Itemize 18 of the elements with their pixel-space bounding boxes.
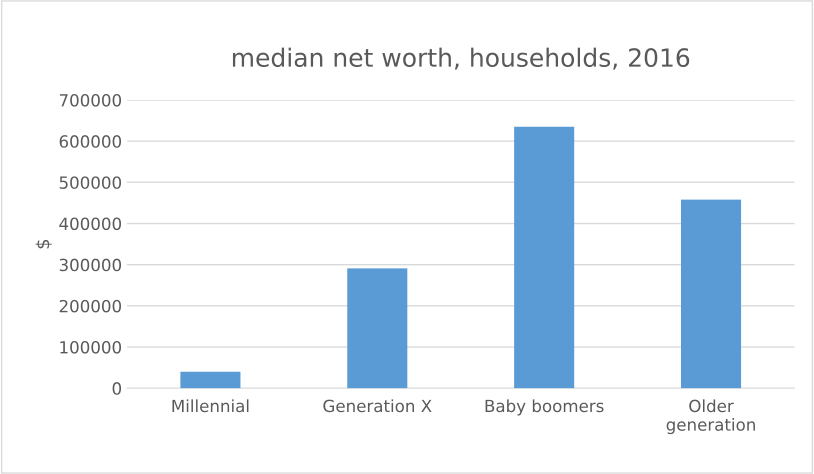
y-tick-label: 500000 [60,176,122,189]
y-tick-label: 600000 [60,135,122,148]
x-tick-label: Older generation [666,399,755,434]
y-tick-label: 300000 [60,258,122,272]
y-tick-label: 0 [112,382,122,395]
y-tick-label: 100000 [60,341,122,354]
bar [514,126,574,388]
x-tick-label: Millennial [172,399,248,412]
y-tick-label: 400000 [59,217,122,230]
bar [180,372,240,388]
x-tick-label: Generation X [323,399,432,412]
chart-title: median net worth, households, 2016 [232,48,690,70]
x-tick-label: Baby boomers [486,399,604,416]
y-axis-title: $ [35,240,52,248]
y-tick-label: 200000 [60,300,122,312]
bar [347,268,408,388]
y-tick-label: 700000 [60,94,122,107]
bar [680,200,742,388]
